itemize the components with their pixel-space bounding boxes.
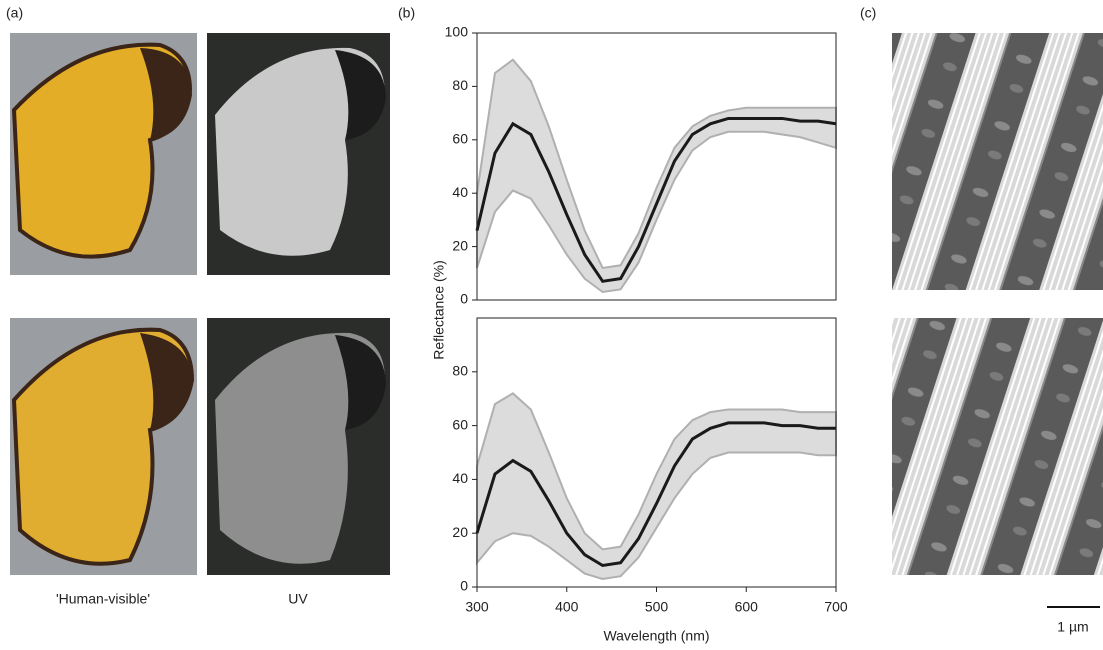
y-tick-label: 40	[452, 184, 468, 200]
photo-caption: 'Human-visible'	[56, 591, 150, 607]
x-tick-label: 500	[645, 599, 669, 615]
y-tick-label: 80	[452, 363, 468, 379]
plot-frame	[476, 32, 837, 301]
panel-label: (b)	[398, 5, 415, 21]
mean-line	[475, 421, 836, 568]
photo-uv-top	[207, 33, 390, 275]
panel-label: (a)	[6, 5, 23, 21]
photo-visible-bottom	[10, 318, 197, 575]
y-tick-label: 60	[452, 416, 468, 432]
y-tick-label: 100	[445, 24, 469, 40]
y-tick-label: 0	[460, 291, 468, 307]
y-tick-label: 20	[452, 524, 468, 540]
x-tick-label: 300	[465, 599, 489, 615]
x-tick-label: 700	[824, 599, 848, 615]
range-band	[476, 58, 837, 294]
y-tick-label: 0	[460, 578, 468, 594]
y-tick-label: 60	[452, 131, 468, 147]
sem-image-top	[892, 33, 1103, 290]
x-axis-label: Wavelength (nm)	[603, 628, 709, 644]
photo-caption: UV	[288, 591, 308, 607]
mean-line	[475, 116, 837, 283]
x-tick-label: 600	[735, 599, 759, 615]
photo-visible-top	[10, 33, 197, 275]
y-axis-label: Reflectance (%)	[431, 260, 447, 360]
scale-bar-label: 1 µm	[1057, 619, 1088, 635]
panel-label: (c)	[860, 5, 876, 21]
photo-uv-bottom	[207, 318, 390, 575]
sem-image-bottom	[892, 318, 1103, 575]
y-tick-label: 80	[452, 77, 468, 93]
range-band	[476, 392, 837, 580]
x-tick-label: 400	[555, 599, 579, 615]
y-tick-label: 40	[452, 470, 468, 486]
y-tick-label: 20	[452, 237, 468, 253]
